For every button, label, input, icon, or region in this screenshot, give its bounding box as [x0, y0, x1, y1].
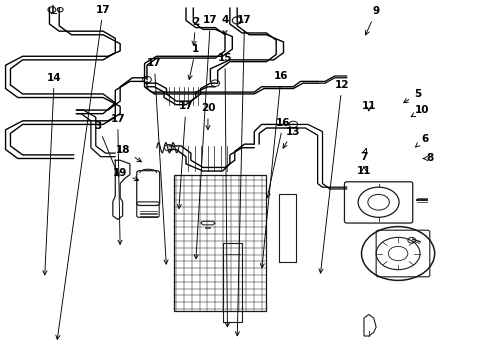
Text: 13: 13	[283, 127, 300, 148]
Polygon shape	[363, 315, 375, 336]
Text: 10: 10	[410, 105, 429, 117]
Text: 1: 1	[188, 44, 199, 80]
Text: 2: 2	[192, 17, 199, 45]
Text: 17: 17	[235, 15, 251, 336]
Text: 6: 6	[415, 134, 427, 147]
Text: 17: 17	[194, 15, 217, 259]
Text: 11: 11	[361, 102, 375, 112]
Text: 3: 3	[94, 121, 119, 176]
Text: 17: 17	[147, 58, 168, 264]
Text: 17: 17	[177, 102, 193, 208]
Text: 15: 15	[217, 53, 232, 327]
Text: 11: 11	[356, 166, 370, 176]
Text: 7: 7	[360, 149, 367, 162]
Text: 5: 5	[403, 89, 420, 103]
Text: 19: 19	[113, 168, 138, 181]
Text: 20: 20	[200, 103, 215, 130]
Polygon shape	[200, 221, 215, 225]
Text: 4: 4	[221, 15, 228, 35]
Bar	[173, 175, 266, 311]
Text: 12: 12	[318, 80, 348, 273]
Text: 16: 16	[265, 118, 290, 198]
Text: 14: 14	[43, 73, 61, 275]
Text: 8: 8	[422, 153, 432, 163]
Text: 17: 17	[56, 5, 110, 339]
Text: 9: 9	[365, 6, 379, 35]
Text: 18: 18	[115, 144, 141, 162]
Text: 16: 16	[260, 71, 288, 268]
Text: 17: 17	[110, 114, 125, 244]
